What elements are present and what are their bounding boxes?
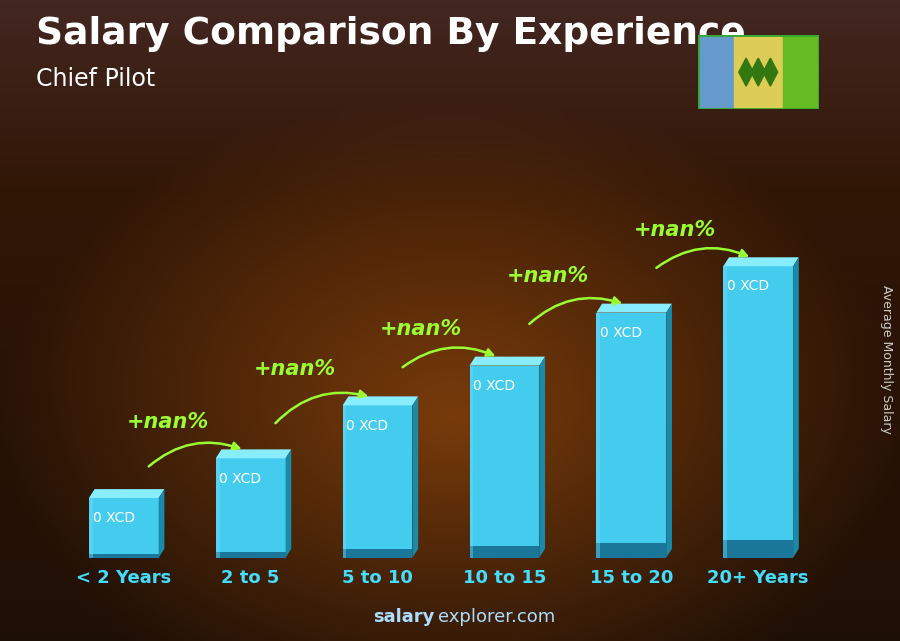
Bar <box>734 35 783 109</box>
Polygon shape <box>724 257 799 266</box>
Polygon shape <box>597 543 666 558</box>
Polygon shape <box>666 304 672 558</box>
Polygon shape <box>89 554 158 558</box>
Text: explorer.com: explorer.com <box>438 608 555 626</box>
Text: +nan%: +nan% <box>253 359 336 379</box>
Text: +nan%: +nan% <box>507 266 590 286</box>
Polygon shape <box>539 356 545 558</box>
Polygon shape <box>89 489 165 498</box>
Polygon shape <box>343 549 412 558</box>
Polygon shape <box>751 58 766 86</box>
Polygon shape <box>763 58 778 86</box>
Bar <box>782 35 819 109</box>
Polygon shape <box>216 552 285 558</box>
Polygon shape <box>216 458 220 558</box>
Text: 0 XCD: 0 XCD <box>346 419 389 433</box>
Text: Salary Comparison By Experience: Salary Comparison By Experience <box>36 16 746 52</box>
Polygon shape <box>343 405 412 558</box>
Polygon shape <box>89 498 93 558</box>
Text: Chief Pilot: Chief Pilot <box>36 67 155 91</box>
Text: salary: salary <box>374 608 435 626</box>
Polygon shape <box>470 546 539 558</box>
Polygon shape <box>470 356 545 365</box>
Text: 0 XCD: 0 XCD <box>220 472 262 486</box>
Text: +nan%: +nan% <box>380 319 463 339</box>
Polygon shape <box>285 449 292 558</box>
Polygon shape <box>412 396 418 558</box>
Polygon shape <box>597 313 600 558</box>
Text: 0 XCD: 0 XCD <box>93 512 135 526</box>
Text: +nan%: +nan% <box>126 412 209 432</box>
Polygon shape <box>724 540 793 558</box>
Text: 0 XCD: 0 XCD <box>727 279 770 294</box>
Text: 0 XCD: 0 XCD <box>600 326 643 340</box>
Text: Average Monthly Salary: Average Monthly Salary <box>880 285 893 433</box>
Polygon shape <box>89 498 158 558</box>
Bar <box>698 35 734 109</box>
Polygon shape <box>597 304 672 313</box>
Polygon shape <box>724 266 793 558</box>
Polygon shape <box>793 257 799 558</box>
Polygon shape <box>343 396 418 405</box>
Polygon shape <box>216 458 285 558</box>
Polygon shape <box>597 313 666 558</box>
Polygon shape <box>158 489 165 558</box>
Polygon shape <box>724 266 727 558</box>
Text: 0 XCD: 0 XCD <box>473 379 516 393</box>
Polygon shape <box>216 449 292 458</box>
Polygon shape <box>739 58 753 86</box>
Polygon shape <box>470 365 473 558</box>
Polygon shape <box>470 365 539 558</box>
Polygon shape <box>343 405 346 558</box>
Text: +nan%: +nan% <box>634 220 716 240</box>
